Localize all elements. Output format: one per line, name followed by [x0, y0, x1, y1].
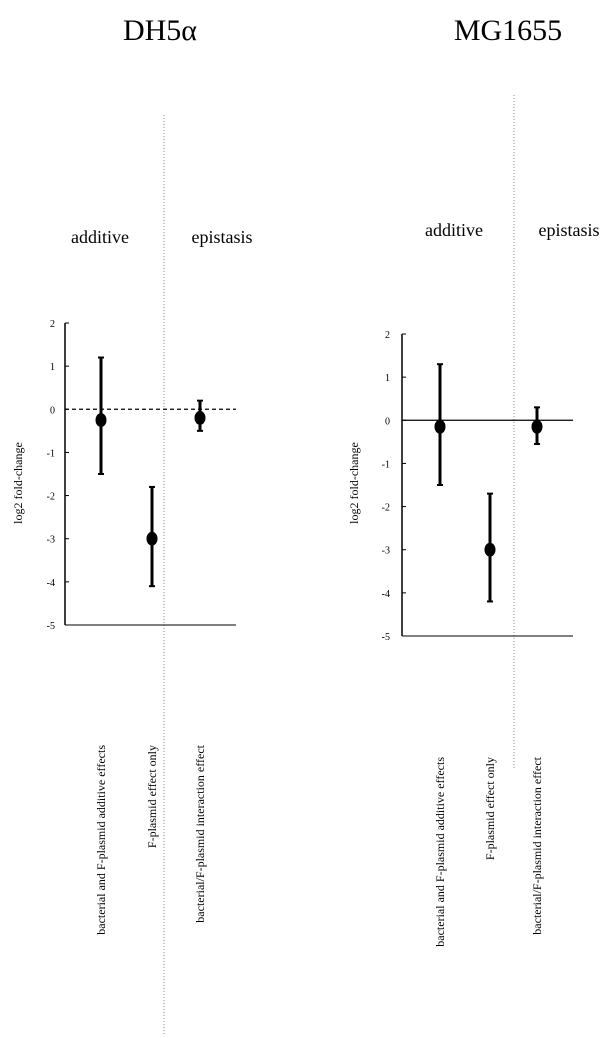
category-label: bacterial and F-plasmid additive effects	[94, 745, 108, 935]
y-tick-label: -3	[382, 546, 390, 557]
category-label: bacterial/F-plasmid interaction effect	[193, 744, 207, 922]
data-point	[194, 410, 206, 425]
data-point	[146, 531, 158, 546]
y-tick-label: -4	[382, 589, 390, 600]
chart-title: DH5α	[123, 14, 197, 47]
y-tick-label: 2	[50, 319, 55, 330]
category-label: F-plasmid effect only	[483, 757, 497, 860]
data-point	[95, 413, 107, 428]
y-tick-label: -5	[47, 621, 55, 632]
data-point	[484, 542, 496, 557]
y-tick-label: -5	[382, 632, 390, 643]
y-tick-label: 1	[50, 362, 55, 373]
section-label-epistasis: epistasis	[192, 227, 253, 247]
panel-mg1655: MG1655 additive epistasis log2 fold-chan…	[347, 14, 600, 947]
category-label: F-plasmid effect only	[145, 745, 159, 848]
data-point	[531, 419, 543, 434]
y-tick-label: -1	[47, 448, 55, 459]
section-label-epistasis: epistasis	[539, 220, 600, 240]
data-point	[434, 419, 446, 434]
y-tick-label: 0	[385, 416, 390, 427]
y-tick-label: -3	[47, 535, 55, 546]
y-tick-label: -2	[382, 503, 390, 514]
category-label: bacterial and F-plasmid additive effects	[433, 757, 447, 947]
category-label: bacterial/F-plasmid interaction effect	[530, 756, 544, 934]
section-label-additive: additive	[425, 220, 483, 240]
y-tick-label: 0	[50, 405, 55, 416]
y-tick-label: 1	[385, 373, 390, 384]
y-axis-label: log2 fold-change	[11, 442, 25, 524]
y-tick-label: -1	[382, 459, 390, 470]
chart-title: MG1655	[454, 14, 562, 47]
y-axis-label: log2 fold-change	[347, 442, 361, 524]
y-tick-label: -4	[47, 578, 55, 589]
y-tick-label: 2	[385, 330, 390, 341]
section-label-additive: additive	[71, 227, 129, 247]
panel-dh5a: DH5α additive epistasis log2 fold-change…	[11, 14, 253, 1035]
y-tick-label: -2	[47, 492, 55, 503]
